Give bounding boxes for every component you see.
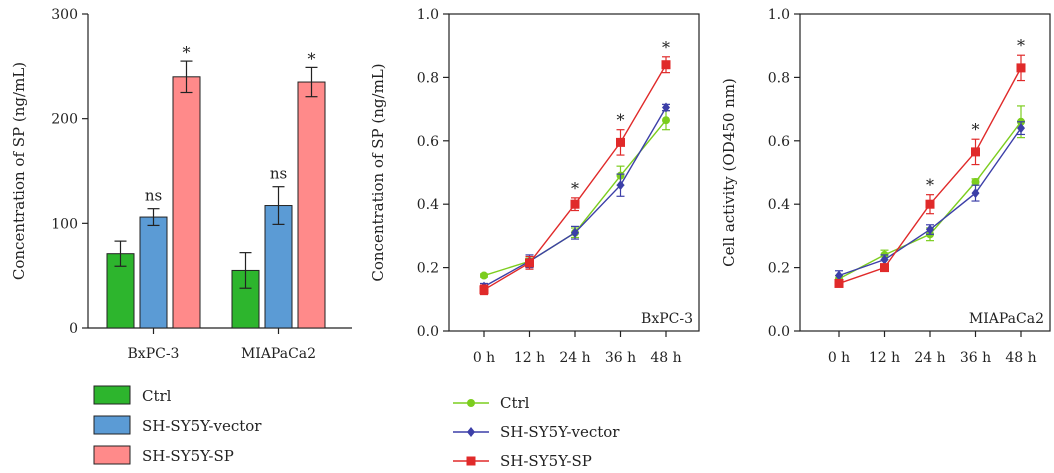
x-tick-label: 24 h [914,350,945,366]
x-tick-label: 12 h [514,350,545,366]
data-point [662,116,670,125]
significance-mark: * [183,43,191,62]
legend-marker [467,427,475,437]
data-point [926,224,934,235]
panel-label: BxPC-3 [641,311,693,327]
data-point [480,271,488,280]
y-tick-label: 0.8 [768,70,790,86]
bar [264,205,293,329]
series-line [483,64,667,291]
legend-swatch [93,415,131,435]
data-point [835,270,843,281]
x-tick-label: 36 h [960,350,991,366]
y-tick-label: 1.0 [768,7,790,23]
data-point [479,285,489,295]
y-axis-label: Cell activity (OD450 nm) [720,78,738,267]
y-tick-label: 0.0 [768,324,790,340]
x-tick-label: 48 h [650,350,681,366]
legend-label: SH-SY5Y-SP [142,447,234,465]
x-tick-label: 0 h [473,350,495,366]
significance-mark: * [617,111,625,130]
legend-marker [466,456,476,466]
x-tick-label: 48 h [1005,350,1036,366]
data-point [971,147,980,157]
data-point [616,180,625,191]
significance-mark: ns [270,165,287,183]
data-point [525,258,534,268]
significance-mark: * [308,49,316,68]
legend-label: SH-SY5Y-SP [500,452,592,470]
y-tick-label-a: 0 [69,321,78,337]
significance-mark: * [1017,36,1025,55]
y-tick-label: 1.0 [417,7,439,23]
significance-mark: * [926,176,934,195]
legend-marker [467,399,475,407]
x-tick-label: 0 h [828,350,850,366]
significance-mark: * [972,120,980,139]
y-tick-label-a: 300 [51,7,78,23]
legend-label: Ctrl [500,394,530,412]
data-point [1017,123,1025,134]
data-point [834,278,844,288]
legend-swatch [93,445,131,465]
y-tick-label-a: 200 [51,112,78,128]
plot-frame [799,13,1051,332]
data-point [662,102,670,113]
x-tick-label: 36 h [605,350,636,366]
data-point [661,60,671,70]
bar [172,76,201,329]
panel-label: MIAPaCa2 [969,311,1044,327]
significance-mark: * [571,179,579,198]
y-axis-label: Concentration of SP (ng/mL) [369,63,387,281]
y-tick-label: 0.0 [417,324,439,340]
data-point [616,137,625,147]
data-point [971,178,980,187]
data-point [971,188,980,199]
y-tick-label-a: 100 [51,216,78,232]
plot-frame [448,13,700,332]
significance-mark: ns [145,187,162,205]
significance-mark: * [662,38,670,57]
y-axis-label-a: Concentration of SP (ng/mL) [10,62,28,280]
data-point [925,199,935,209]
y-tick-label: 0.6 [417,134,439,150]
data-point [880,263,889,273]
y-tick-label: 0.8 [417,70,439,86]
data-point [570,199,580,209]
y-tick-label: 0.4 [417,197,439,213]
x-tick-label: 24 h [559,350,590,366]
x-tick-label: 12 h [869,350,900,366]
y-tick-label: 0.2 [417,261,439,277]
bar [139,216,168,329]
data-point [880,254,889,265]
legend-label: SH-SY5Y-vector [500,423,620,441]
data-point [571,227,579,238]
legend-swatch [93,385,131,405]
legend-label: Ctrl [142,387,172,405]
y-tick-label: 0.6 [768,134,790,150]
legend-label: SH-SY5Y-vector [142,417,262,435]
bar [297,81,326,329]
x-tick-label-a: BxPC-3 [128,346,180,362]
y-tick-label: 0.4 [768,197,790,213]
x-tick-label-a: MIAPaCa2 [241,346,316,362]
data-point [1016,63,1026,73]
y-tick-label: 0.2 [768,261,790,277]
